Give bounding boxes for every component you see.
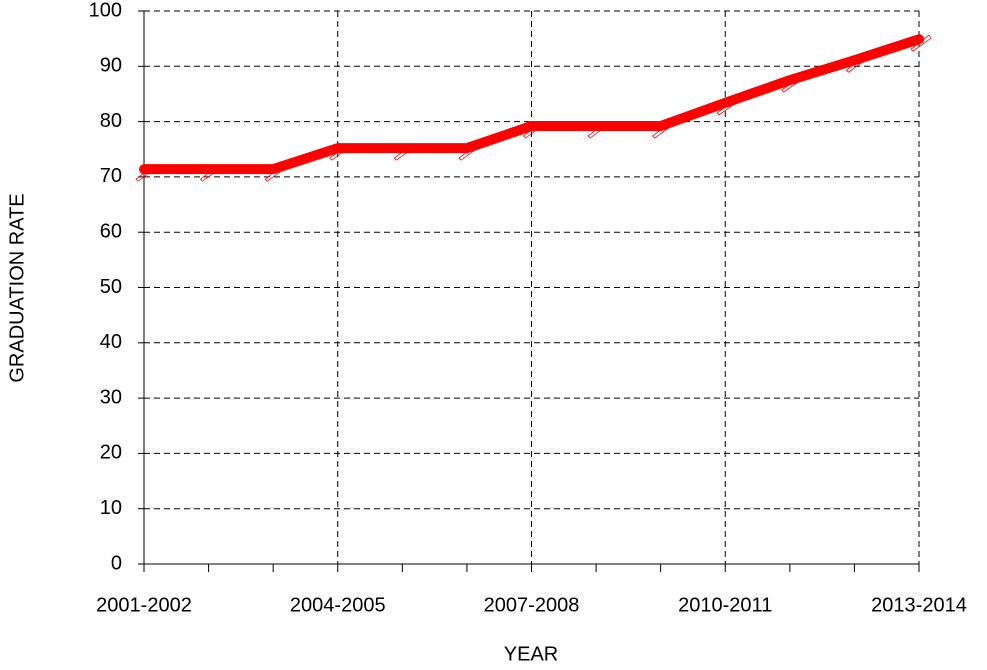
marker	[845, 55, 867, 73]
marker	[910, 34, 932, 52]
line	[139, 34, 924, 175]
x-tick-label: 2013-2014	[871, 594, 967, 616]
marker	[716, 98, 738, 116]
y-tick-label: 100	[89, 0, 122, 21]
x-tick-label: 2001-2002	[96, 594, 192, 616]
x-axis-title: YEAR	[504, 643, 558, 665]
marker	[652, 121, 674, 139]
marker	[458, 143, 480, 161]
x-tick-label: 2007-2008	[484, 594, 580, 616]
y-tick-label: 40	[100, 331, 122, 353]
y-tick-label: 0	[111, 552, 122, 574]
marker	[135, 164, 157, 182]
marker	[329, 143, 351, 161]
y-tick-label: 10	[100, 497, 122, 519]
y-tick-label: 20	[100, 442, 122, 464]
y-tick-label: 60	[100, 220, 122, 242]
x-tick-label: 2004-2005	[290, 594, 386, 616]
y-tick-label: 90	[100, 55, 122, 77]
marker	[264, 164, 286, 182]
marker	[393, 143, 415, 161]
marker	[781, 75, 803, 93]
marker	[587, 121, 609, 139]
y-axis-title: GRADUATION RATE	[6, 193, 28, 382]
y-tick-label: 30	[100, 386, 122, 408]
y-tick-label: 80	[100, 110, 122, 132]
x-tick-label: 2010-2011	[678, 594, 772, 616]
y-tick-label: 70	[100, 165, 122, 187]
marker	[522, 121, 545, 139]
y-tick-label: 50	[100, 276, 122, 298]
marker	[199, 164, 222, 182]
